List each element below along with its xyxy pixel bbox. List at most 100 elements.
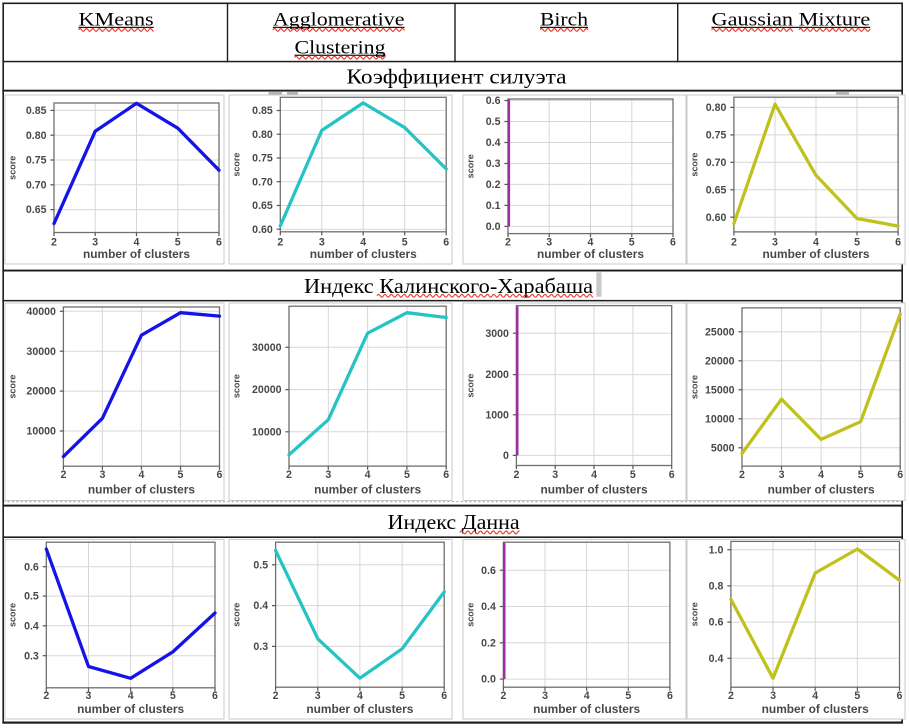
svg-text:2: 2: [731, 237, 737, 249]
svg-text:0.6: 0.6: [481, 565, 496, 577]
svg-text:10000: 10000: [705, 413, 735, 425]
svg-text:number of clusters: number of clusters: [83, 247, 190, 261]
svg-text:5: 5: [629, 237, 635, 249]
svg-text:Agglomerative: Agglomerative: [273, 10, 405, 31]
svg-text:30000: 30000: [26, 346, 56, 358]
svg-text:Коэффициент силуэта: Коэффициент силуэта: [347, 64, 567, 88]
svg-text:0.70: 0.70: [252, 176, 273, 188]
svg-text:6: 6: [897, 690, 903, 702]
svg-text:0: 0: [503, 450, 509, 462]
svg-text:6: 6: [897, 469, 903, 481]
svg-text:0.75: 0.75: [706, 130, 727, 142]
svg-text:0.6: 0.6: [486, 95, 501, 107]
svg-text:0.1: 0.1: [486, 200, 501, 212]
svg-text:2: 2: [513, 469, 519, 481]
svg-text:3: 3: [86, 690, 92, 702]
svg-text:0.80: 0.80: [26, 130, 47, 142]
svg-text:5: 5: [178, 469, 184, 481]
svg-text:score: score: [466, 603, 476, 627]
svg-text:0.5: 0.5: [24, 591, 39, 603]
svg-text:3: 3: [99, 469, 105, 481]
svg-text:3: 3: [772, 237, 778, 249]
svg-text:0.3: 0.3: [486, 158, 501, 170]
svg-text:0.75: 0.75: [252, 153, 273, 165]
svg-text:5: 5: [402, 237, 408, 249]
svg-text:0.3: 0.3: [253, 641, 268, 653]
svg-text:1000: 1000: [485, 409, 509, 421]
svg-text:0.65: 0.65: [706, 184, 727, 196]
svg-text:0.65: 0.65: [252, 200, 273, 212]
svg-text:score: score: [8, 375, 18, 399]
svg-text:number of clusters: number of clusters: [762, 247, 869, 261]
svg-text:0.85: 0.85: [252, 105, 273, 117]
svg-text:4: 4: [591, 469, 597, 481]
svg-text:0.70: 0.70: [706, 157, 727, 169]
svg-text:20000: 20000: [705, 355, 735, 367]
svg-text:5: 5: [854, 690, 860, 702]
svg-text:0.70: 0.70: [26, 179, 47, 191]
svg-text:0.60: 0.60: [706, 212, 727, 224]
svg-text:6: 6: [670, 237, 676, 249]
svg-text:5: 5: [858, 469, 864, 481]
svg-text:5: 5: [625, 690, 631, 702]
svg-text:2: 2: [273, 690, 279, 702]
svg-text:20000: 20000: [252, 384, 282, 396]
svg-text:0.80: 0.80: [706, 102, 727, 114]
svg-text:4: 4: [357, 690, 363, 702]
svg-text:6: 6: [443, 469, 449, 481]
svg-text:0.0: 0.0: [486, 221, 501, 233]
svg-text:0.4: 0.4: [486, 137, 501, 149]
svg-text:0.80: 0.80: [252, 129, 273, 141]
svg-text:number of clusters: number of clusters: [88, 483, 195, 497]
svg-text:0.8: 0.8: [709, 581, 724, 593]
svg-text:2: 2: [505, 237, 511, 249]
svg-text:Индекс Данна: Индекс Данна: [388, 510, 520, 534]
svg-text:4: 4: [813, 237, 819, 249]
svg-text:5: 5: [854, 237, 860, 249]
svg-text:2: 2: [277, 237, 283, 249]
svg-text:5: 5: [404, 469, 410, 481]
svg-text:number of clusters: number of clusters: [762, 702, 869, 716]
svg-text:0.85: 0.85: [26, 105, 47, 117]
svg-text:0.6: 0.6: [709, 617, 724, 629]
svg-text:5: 5: [170, 690, 176, 702]
svg-text:6: 6: [895, 237, 901, 249]
svg-text:score: score: [690, 153, 700, 177]
svg-text:0.3: 0.3: [24, 650, 39, 662]
svg-text:2: 2: [43, 690, 49, 702]
svg-text:2: 2: [51, 237, 57, 249]
svg-text:0.4: 0.4: [253, 600, 268, 612]
svg-text:30000: 30000: [252, 342, 282, 354]
svg-text:0.2: 0.2: [481, 637, 496, 649]
svg-text:number of clusters: number of clusters: [537, 247, 644, 261]
svg-text:5: 5: [399, 690, 405, 702]
svg-text:40000: 40000: [26, 306, 56, 318]
svg-text:3: 3: [542, 690, 548, 702]
svg-text:score: score: [690, 375, 700, 399]
svg-text:number of clusters: number of clusters: [310, 247, 417, 261]
svg-text:3: 3: [315, 690, 321, 702]
svg-text:2: 2: [500, 690, 506, 702]
svg-text:number of clusters: number of clusters: [306, 702, 413, 716]
svg-text:20000: 20000: [26, 386, 56, 398]
svg-text:4: 4: [138, 469, 144, 481]
svg-text:3: 3: [319, 237, 325, 249]
svg-text:6: 6: [443, 237, 449, 249]
svg-text:number of clusters: number of clusters: [314, 483, 421, 497]
svg-text:2000: 2000: [485, 369, 509, 381]
svg-text:score: score: [466, 374, 476, 398]
svg-text:4: 4: [360, 237, 366, 249]
svg-text:score: score: [232, 603, 242, 627]
svg-text:4: 4: [365, 469, 371, 481]
svg-text:0.0: 0.0: [481, 674, 496, 686]
svg-text:0.4: 0.4: [709, 653, 724, 665]
svg-text:score: score: [8, 156, 18, 180]
svg-text:0.4: 0.4: [481, 601, 496, 613]
svg-text:0.4: 0.4: [24, 620, 39, 632]
svg-text:3000: 3000: [485, 328, 509, 340]
svg-text:1.0: 1.0: [709, 544, 724, 556]
svg-text:Clustering: Clustering: [295, 38, 387, 59]
svg-text:6: 6: [441, 690, 447, 702]
svg-text:4: 4: [588, 237, 594, 249]
svg-text:0.75: 0.75: [26, 155, 47, 167]
